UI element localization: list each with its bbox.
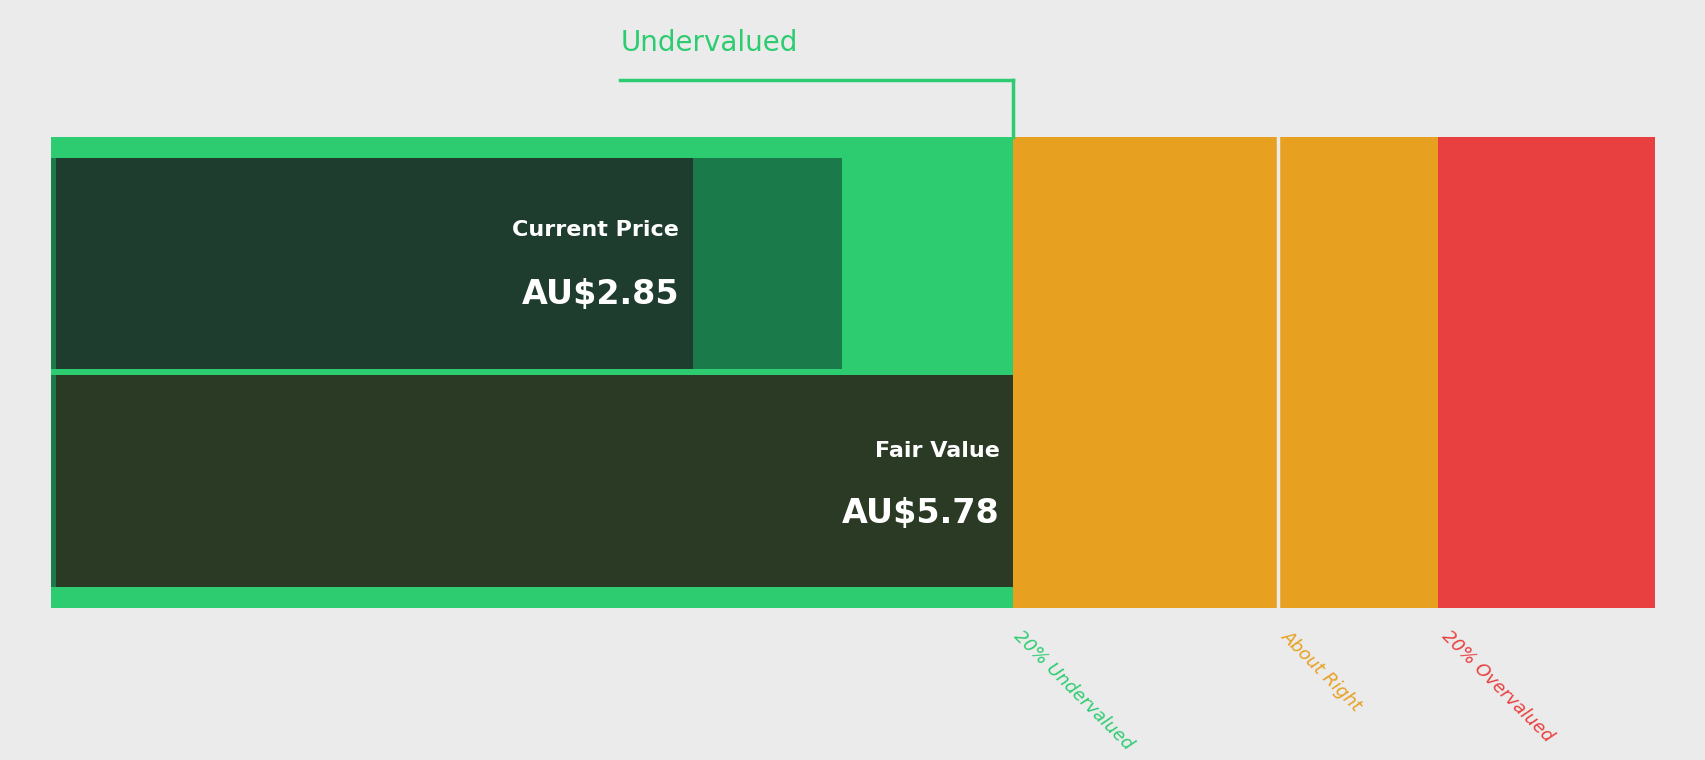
Bar — [1013, 137, 1437, 608]
Text: About Right: About Right — [1277, 627, 1366, 714]
Bar — [1437, 137, 1654, 608]
Text: Undervalued: Undervalued — [621, 29, 798, 57]
Text: AU$2.85: AU$2.85 — [522, 277, 679, 311]
Bar — [841, 587, 1013, 608]
Bar — [56, 158, 692, 369]
Text: Fair Value: Fair Value — [875, 441, 999, 461]
Bar — [56, 375, 1013, 587]
Bar — [51, 587, 841, 608]
Text: AU$5.78: AU$5.78 — [842, 496, 999, 530]
Text: Current Price: Current Price — [512, 220, 679, 239]
Bar — [51, 137, 841, 158]
Bar — [841, 137, 1013, 608]
Text: 20% Overvalued: 20% Overvalued — [1437, 627, 1557, 746]
Bar — [1013, 587, 1437, 608]
Bar — [1013, 137, 1437, 158]
Bar — [1437, 587, 1654, 608]
Bar — [1437, 137, 1654, 158]
Bar — [841, 137, 1013, 158]
Bar — [51, 369, 1013, 375]
Text: 20% Undervalued: 20% Undervalued — [1009, 627, 1136, 753]
Bar — [51, 137, 841, 608]
